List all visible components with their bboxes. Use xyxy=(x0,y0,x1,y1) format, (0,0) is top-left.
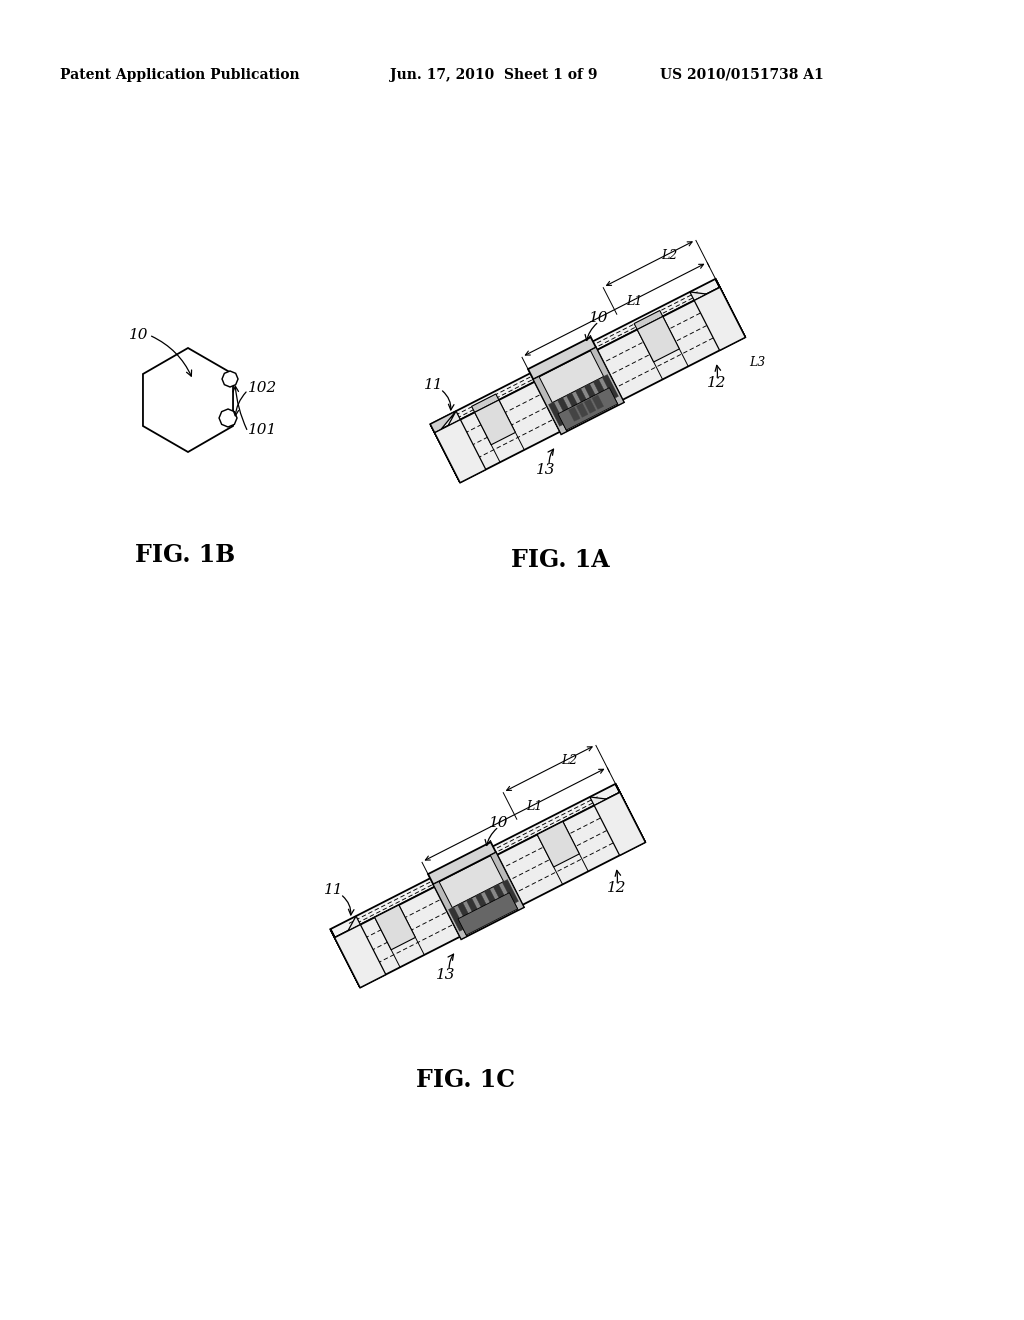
Polygon shape xyxy=(602,375,618,399)
Polygon shape xyxy=(538,821,580,867)
Text: 10: 10 xyxy=(128,327,148,342)
Text: FIG. 1C: FIG. 1C xyxy=(416,1068,514,1092)
Polygon shape xyxy=(335,792,645,987)
Polygon shape xyxy=(585,384,600,408)
Polygon shape xyxy=(335,916,360,946)
Polygon shape xyxy=(590,792,625,805)
Polygon shape xyxy=(615,784,645,842)
Polygon shape xyxy=(534,376,567,434)
Polygon shape xyxy=(694,288,745,350)
Text: L3: L3 xyxy=(750,355,766,368)
Polygon shape xyxy=(590,347,624,405)
Text: FIG. 1B: FIG. 1B xyxy=(135,543,236,568)
Text: 11: 11 xyxy=(424,378,443,392)
Text: 13: 13 xyxy=(436,968,456,982)
Text: L2: L2 xyxy=(561,754,578,767)
Polygon shape xyxy=(528,337,596,379)
Text: Patent Application Publication: Patent Application Publication xyxy=(60,69,300,82)
Polygon shape xyxy=(593,379,609,404)
Polygon shape xyxy=(433,882,467,940)
Text: FIG. 1A: FIG. 1A xyxy=(511,548,609,572)
Text: 10: 10 xyxy=(589,310,608,325)
Polygon shape xyxy=(143,348,233,451)
Polygon shape xyxy=(435,411,461,442)
Polygon shape xyxy=(490,853,524,911)
Polygon shape xyxy=(575,388,592,413)
Polygon shape xyxy=(577,403,588,417)
Polygon shape xyxy=(503,879,518,904)
Polygon shape xyxy=(430,424,460,483)
Text: 12: 12 xyxy=(607,882,627,895)
Polygon shape xyxy=(331,784,620,937)
Text: L1: L1 xyxy=(526,800,543,813)
Polygon shape xyxy=(458,892,517,935)
Polygon shape xyxy=(331,929,360,987)
Polygon shape xyxy=(222,371,238,387)
Polygon shape xyxy=(557,397,573,421)
Polygon shape xyxy=(484,888,501,913)
Polygon shape xyxy=(433,853,524,940)
Polygon shape xyxy=(430,411,456,436)
Polygon shape xyxy=(219,409,237,426)
Polygon shape xyxy=(446,879,521,933)
Text: 10: 10 xyxy=(489,816,509,829)
Polygon shape xyxy=(594,792,645,855)
Polygon shape xyxy=(585,399,596,413)
Polygon shape xyxy=(592,395,603,409)
Polygon shape xyxy=(566,393,583,417)
Polygon shape xyxy=(472,393,499,412)
Polygon shape xyxy=(435,288,745,483)
Text: L2: L2 xyxy=(662,249,678,263)
Polygon shape xyxy=(534,347,624,434)
Polygon shape xyxy=(475,894,492,917)
Polygon shape xyxy=(690,288,724,301)
Polygon shape xyxy=(428,842,496,884)
Polygon shape xyxy=(458,903,474,927)
Polygon shape xyxy=(435,420,485,483)
Text: 11: 11 xyxy=(324,883,343,898)
Text: L1: L1 xyxy=(627,296,643,308)
Text: 13: 13 xyxy=(537,463,556,477)
Polygon shape xyxy=(549,403,564,426)
Polygon shape xyxy=(547,374,621,428)
Text: Jun. 17, 2010  Sheet 1 of 9: Jun. 17, 2010 Sheet 1 of 9 xyxy=(390,69,597,82)
Text: 102: 102 xyxy=(248,381,278,395)
Polygon shape xyxy=(430,279,720,433)
Text: US 2010/0151738 A1: US 2010/0151738 A1 xyxy=(660,69,823,82)
Polygon shape xyxy=(467,898,482,923)
Polygon shape xyxy=(568,407,580,421)
Polygon shape xyxy=(335,924,386,987)
Polygon shape xyxy=(637,317,679,362)
Polygon shape xyxy=(475,400,515,445)
Polygon shape xyxy=(558,388,617,430)
Polygon shape xyxy=(375,906,416,950)
Polygon shape xyxy=(634,310,663,330)
Polygon shape xyxy=(449,907,465,932)
Polygon shape xyxy=(716,279,745,338)
Polygon shape xyxy=(494,884,510,908)
Text: 12: 12 xyxy=(708,376,727,391)
Text: 101: 101 xyxy=(248,422,278,437)
